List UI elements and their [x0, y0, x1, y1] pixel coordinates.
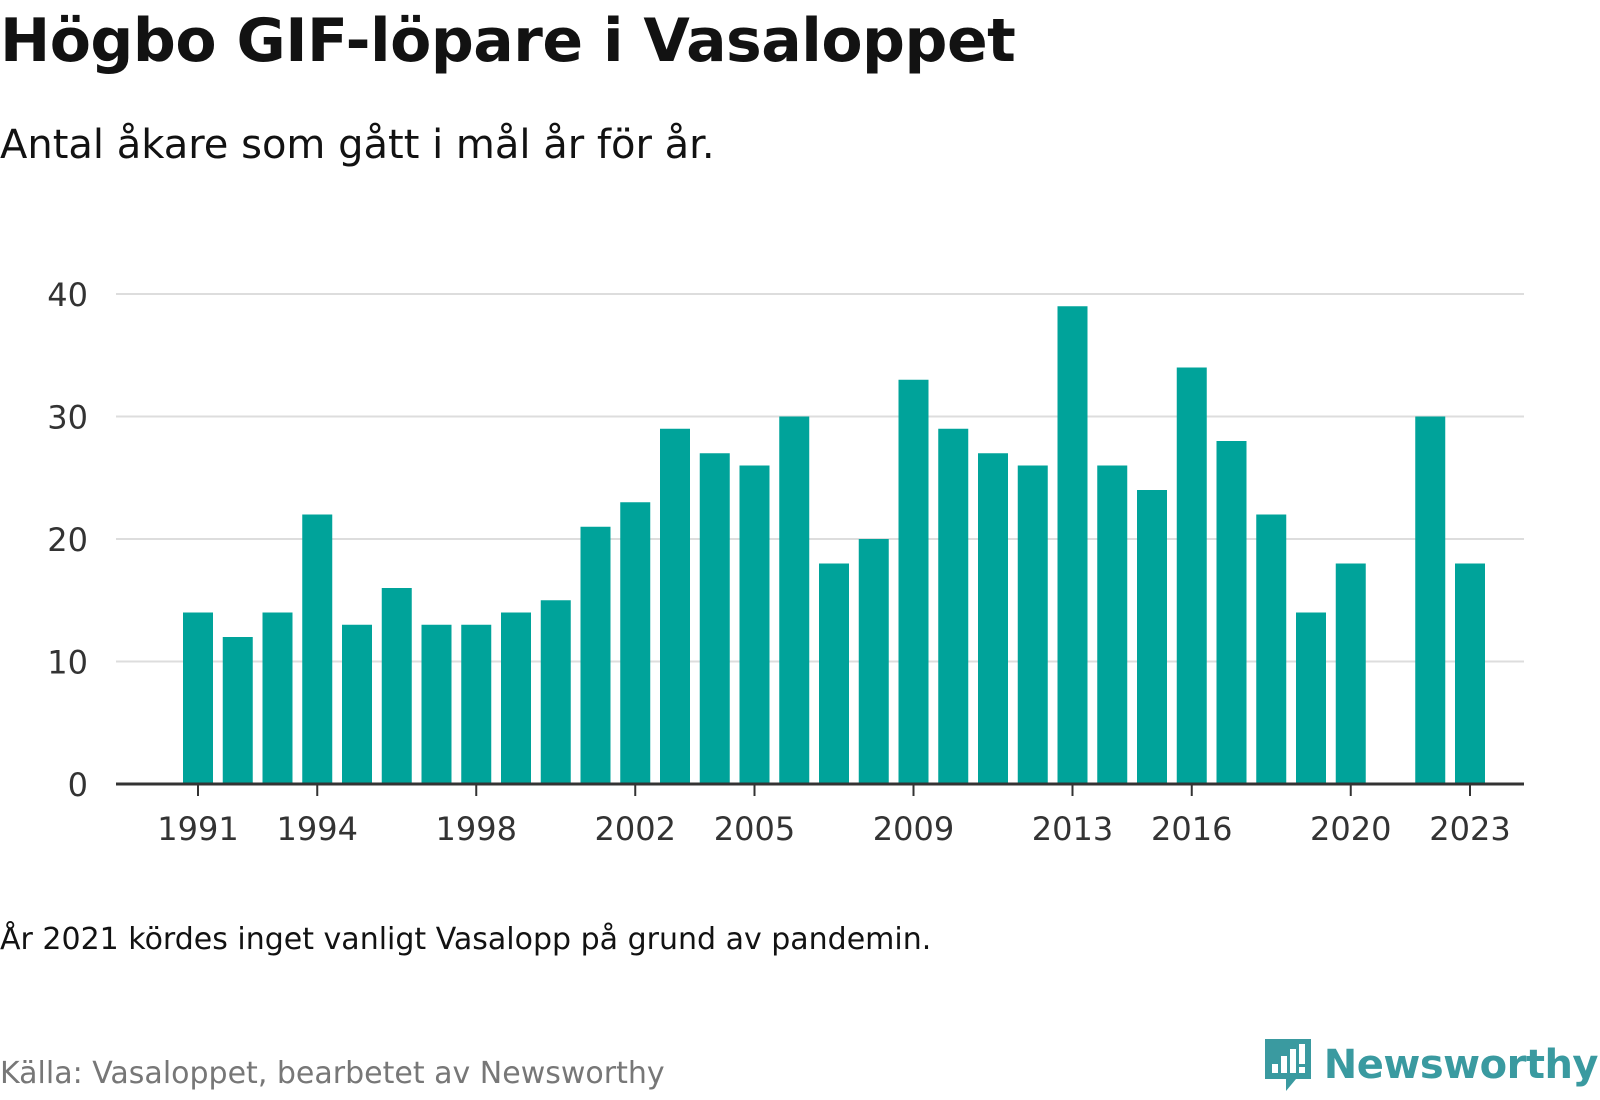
x-tick-label: 2023	[1429, 810, 1510, 848]
bar	[421, 624, 452, 784]
bar	[819, 563, 849, 784]
y-tick-label: 20	[47, 521, 88, 559]
bar	[620, 502, 651, 784]
bar	[262, 612, 293, 784]
y-tick-label: 30	[47, 399, 88, 437]
bar	[1296, 612, 1326, 784]
bar	[779, 416, 810, 784]
newsworthy-logo-icon	[1264, 1039, 1311, 1091]
y-axis-ticks: 0 10 20 30 40	[47, 276, 88, 804]
bar	[699, 453, 730, 784]
bar	[342, 624, 372, 784]
bar	[1335, 563, 1366, 784]
x-tick-label: 2009	[873, 810, 954, 848]
bar	[898, 379, 929, 784]
bar	[461, 624, 492, 784]
x-tick-label: 1994	[277, 810, 358, 848]
bar	[1017, 465, 1048, 784]
bar	[222, 637, 253, 784]
bar	[1176, 367, 1207, 784]
bar	[501, 612, 531, 784]
bar	[1455, 563, 1485, 784]
chart-title: Högbo GIF-löpare i Vasaloppet	[0, 6, 1016, 76]
x-axis-ticks: 1991 1994 1998 2002 2005 2009 2013 2016 2020 2023	[157, 784, 1511, 848]
chart-subtitle: Antal åkare som gått i mål år för år.	[0, 122, 715, 168]
x-tick-label: 2013	[1032, 810, 1113, 848]
bar	[183, 612, 213, 784]
source-text: Källa: Vasaloppet, bearbetet av Newswort…	[0, 1056, 665, 1091]
bar	[660, 428, 690, 784]
x-tick-label: 2020	[1310, 810, 1391, 848]
bar	[302, 514, 333, 784]
bar	[858, 539, 889, 784]
brand-name: Newsworthy	[1323, 1042, 1599, 1088]
x-tick-label: 2002	[595, 810, 676, 848]
bar	[1256, 514, 1287, 784]
x-tick-label: 1991	[157, 810, 238, 848]
bar	[381, 588, 412, 784]
bar	[938, 428, 969, 784]
bar	[1137, 490, 1167, 784]
x-tick-label: 1998	[436, 810, 517, 848]
bar	[1097, 465, 1128, 784]
y-tick-label: 40	[47, 276, 88, 314]
bar	[540, 600, 571, 784]
y-tick-label: 0	[68, 766, 88, 804]
bar	[1216, 441, 1247, 784]
x-tick-label: 2005	[714, 810, 795, 848]
bars	[183, 306, 1485, 784]
brand-logo[interactable]: Newsworthy	[1262, 1036, 1599, 1094]
chart-note: År 2021 kördes inget vanligt Vasalopp på…	[0, 922, 932, 957]
bar	[978, 453, 1008, 784]
bar	[580, 526, 611, 784]
bar	[739, 465, 770, 784]
bar	[1057, 306, 1088, 784]
x-tick-label: 2016	[1151, 810, 1232, 848]
bar	[1415, 416, 1446, 784]
bar-chart: 0 10 20 30 40 1991 1994 1998 2002 2005 2009 2013 20…	[47, 276, 1524, 848]
y-tick-label: 10	[47, 644, 88, 682]
